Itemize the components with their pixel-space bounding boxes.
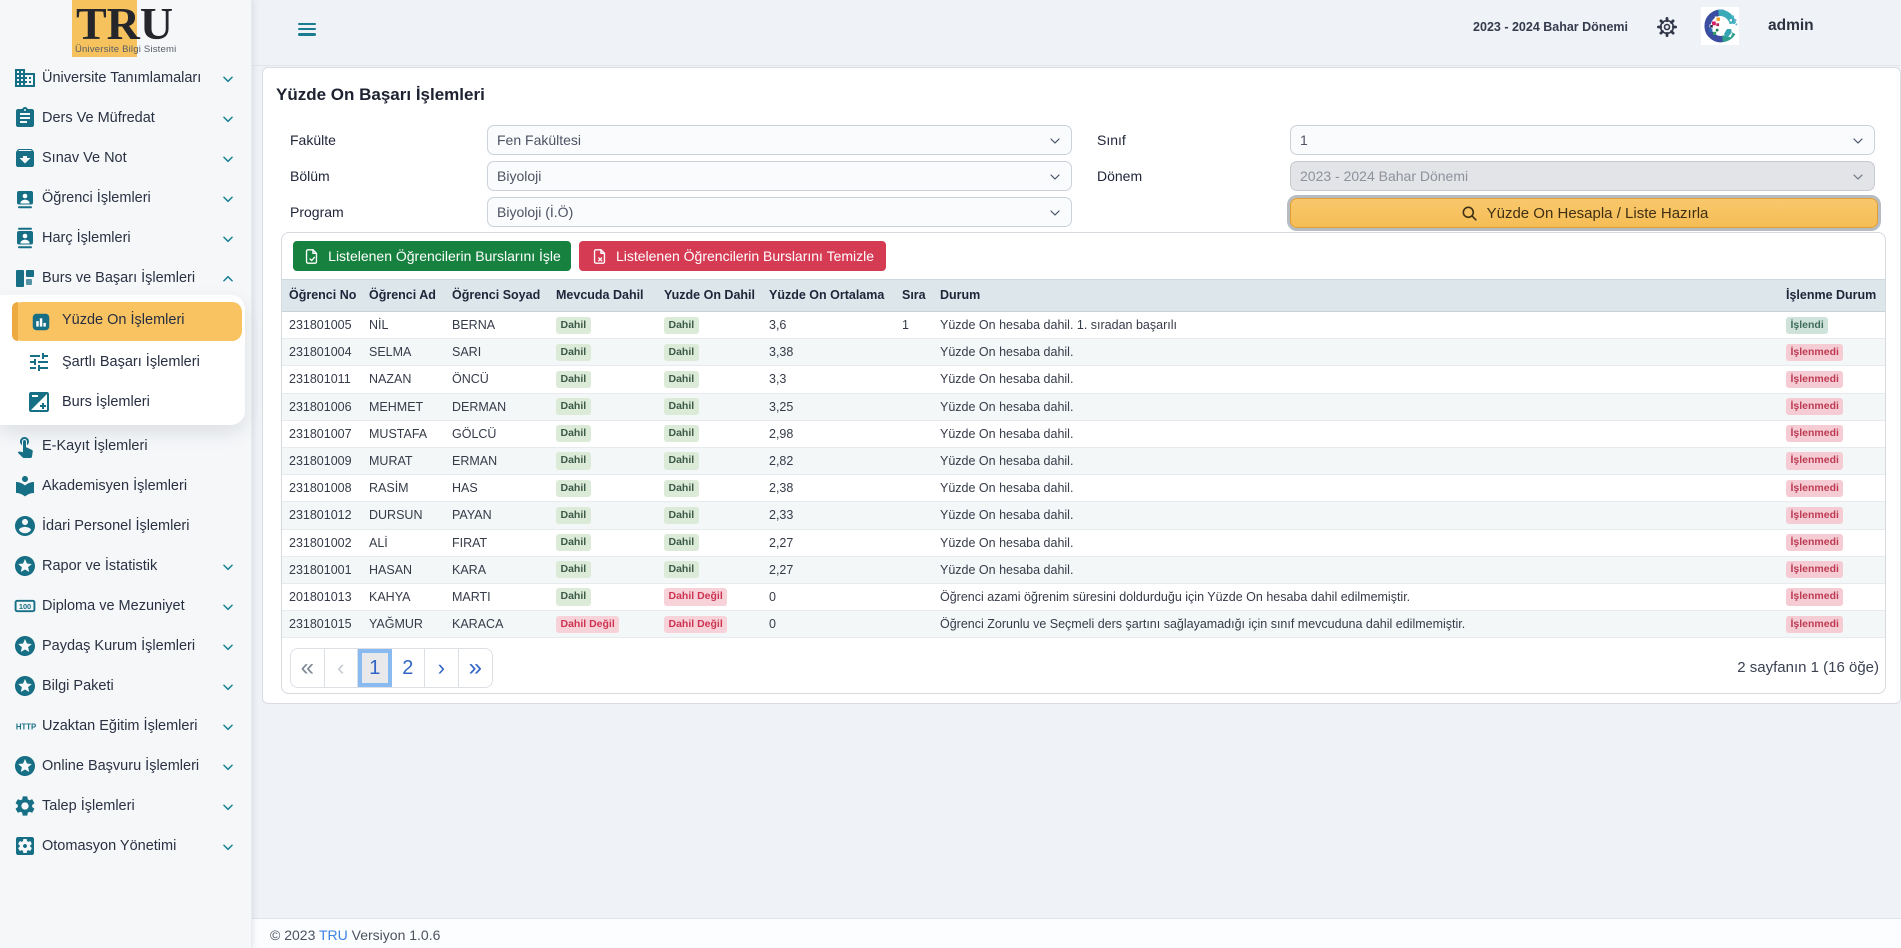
svg-text:100: 100	[19, 602, 31, 611]
svg-text:HTTP: HTTP	[16, 723, 36, 732]
